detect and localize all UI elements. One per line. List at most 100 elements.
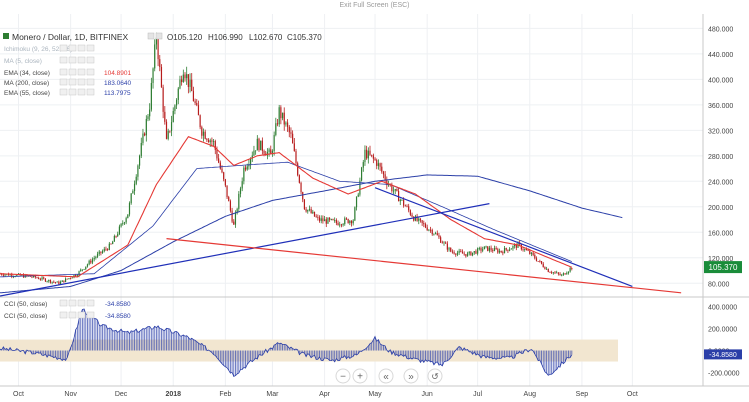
candle-body bbox=[246, 166, 248, 170]
candle-body bbox=[330, 219, 332, 220]
candle-body bbox=[359, 180, 361, 195]
candle-body bbox=[295, 151, 297, 164]
legend-action-button[interactable] bbox=[77, 88, 86, 96]
candle-body bbox=[164, 111, 166, 122]
candle-body bbox=[317, 216, 319, 218]
legend-action-button[interactable] bbox=[86, 44, 95, 52]
candle-body bbox=[226, 185, 228, 198]
trendlines bbox=[0, 187, 682, 297]
legend-action-button[interactable] bbox=[77, 78, 86, 86]
indicator-label-ichimoku[interactable]: Ichimoku (9, 26, 52, 26) bbox=[4, 46, 72, 53]
candle-body bbox=[537, 261, 539, 262]
cci-legend-buttons[interactable] bbox=[59, 299, 95, 319]
legend-action-button[interactable] bbox=[86, 311, 95, 319]
reset-chart-button[interactable] bbox=[427, 368, 443, 384]
legend-action-button[interactable] bbox=[77, 56, 86, 64]
legend-action-button[interactable] bbox=[86, 78, 95, 86]
legend-action-button[interactable] bbox=[68, 88, 77, 96]
candle-body bbox=[564, 273, 566, 275]
cci-legend-2-label[interactable]: CCI (50, close) bbox=[4, 313, 47, 320]
candle-body bbox=[567, 271, 570, 274]
header-buttons[interactable] bbox=[147, 32, 163, 40]
candle-body bbox=[187, 74, 189, 87]
indicator-label-ema34[interactable]: EMA (34, close) bbox=[4, 70, 50, 77]
price-axis[interactable]: 480.000 440.000 400.000 360.000 320.000 280.0… bbox=[708, 26, 733, 288]
candle-body bbox=[285, 122, 287, 125]
legend-action-button[interactable] bbox=[59, 311, 68, 319]
legend-action-button[interactable] bbox=[68, 56, 77, 64]
symbol-settings-button[interactable] bbox=[147, 32, 155, 40]
indicator-label-ema55[interactable]: EMA (55, close) bbox=[4, 90, 50, 97]
candle-body bbox=[480, 248, 482, 251]
candle-body bbox=[367, 150, 369, 159]
candle-body bbox=[138, 155, 141, 166]
candle-body bbox=[170, 122, 173, 131]
legend-action-button[interactable] bbox=[68, 299, 77, 307]
candle-body bbox=[206, 138, 208, 141]
candle-body bbox=[392, 190, 395, 192]
legend-action-button[interactable] bbox=[86, 68, 95, 76]
candle-body bbox=[475, 251, 477, 254]
symbol-visibility-button[interactable] bbox=[155, 32, 163, 40]
candle-body bbox=[120, 223, 122, 227]
candle-body bbox=[177, 88, 179, 100]
candle-body bbox=[440, 237, 442, 243]
candle-body bbox=[122, 223, 124, 225]
cci-current-text: -34.8580 bbox=[709, 352, 737, 359]
candle-body bbox=[424, 224, 427, 228]
candle-body bbox=[360, 167, 363, 181]
trendline-1[interactable] bbox=[0, 203, 490, 297]
time-axis[interactable]: Oct Nov Dec 2018 Feb Mar Apr May Jun Jul Aug Sep Oct bbox=[13, 391, 638, 398]
candle-body bbox=[241, 181, 243, 189]
legend-action-button[interactable] bbox=[68, 44, 77, 52]
trendline-3[interactable] bbox=[166, 238, 682, 294]
legend-action-button[interactable] bbox=[68, 68, 77, 76]
legend-action-button[interactable] bbox=[59, 78, 68, 86]
exit-fullscreen-button[interactable]: Exit Full Screen (ESC) bbox=[339, 2, 410, 9]
zoom-in-button[interactable] bbox=[352, 368, 368, 384]
legend-action-button[interactable] bbox=[59, 44, 68, 52]
candle-body bbox=[36, 277, 38, 279]
indicator-legend-buttons[interactable] bbox=[59, 44, 95, 96]
candle-body bbox=[172, 110, 174, 123]
scroll-back-button[interactable] bbox=[378, 368, 394, 384]
candle-body bbox=[271, 151, 274, 155]
symbol-title: Monero / Dollar, 1D, BITFINEX bbox=[12, 32, 129, 42]
legend-action-button[interactable] bbox=[77, 68, 86, 76]
legend-action-button[interactable] bbox=[59, 56, 68, 64]
candle-body bbox=[147, 116, 149, 119]
legend-action-button[interactable] bbox=[59, 88, 68, 96]
legend-action-button[interactable] bbox=[86, 299, 95, 307]
candle-body bbox=[350, 220, 353, 224]
candle-body bbox=[266, 151, 269, 156]
legend-action-button[interactable] bbox=[86, 88, 95, 96]
trendline-2[interactable] bbox=[374, 187, 633, 288]
legend-action-button[interactable] bbox=[68, 311, 77, 319]
candle-body bbox=[56, 281, 58, 283]
legend-action-button[interactable] bbox=[77, 299, 86, 307]
candle-body bbox=[446, 243, 448, 250]
time-tick-label: Feb bbox=[219, 391, 231, 398]
candle-body bbox=[51, 281, 53, 283]
legend-action-button[interactable] bbox=[77, 311, 86, 319]
indicator-label-ma5[interactable]: MA (5, close) bbox=[4, 58, 42, 65]
candle-body bbox=[90, 260, 92, 263]
candle-body bbox=[4, 274, 6, 276]
candle-body bbox=[357, 194, 359, 197]
scroll-forward-button[interactable] bbox=[403, 368, 419, 384]
legend-action-button[interactable] bbox=[68, 78, 77, 86]
price-tick-label: 480.000 bbox=[708, 26, 733, 33]
zoom-out-button[interactable] bbox=[335, 368, 351, 384]
candle-body bbox=[532, 252, 534, 255]
candle-body bbox=[128, 203, 131, 215]
cci-legend-1-label[interactable]: CCI (50, close) bbox=[4, 301, 47, 308]
legend-action-button[interactable] bbox=[59, 68, 68, 76]
indicator-label-ma200[interactable]: MA (200, close) bbox=[4, 80, 49, 87]
legend-action-button[interactable] bbox=[77, 44, 86, 52]
legend-action-button[interactable] bbox=[86, 56, 95, 64]
candle-body bbox=[258, 138, 260, 151]
candle-body bbox=[133, 183, 136, 192]
legend-action-button[interactable] bbox=[59, 299, 68, 307]
